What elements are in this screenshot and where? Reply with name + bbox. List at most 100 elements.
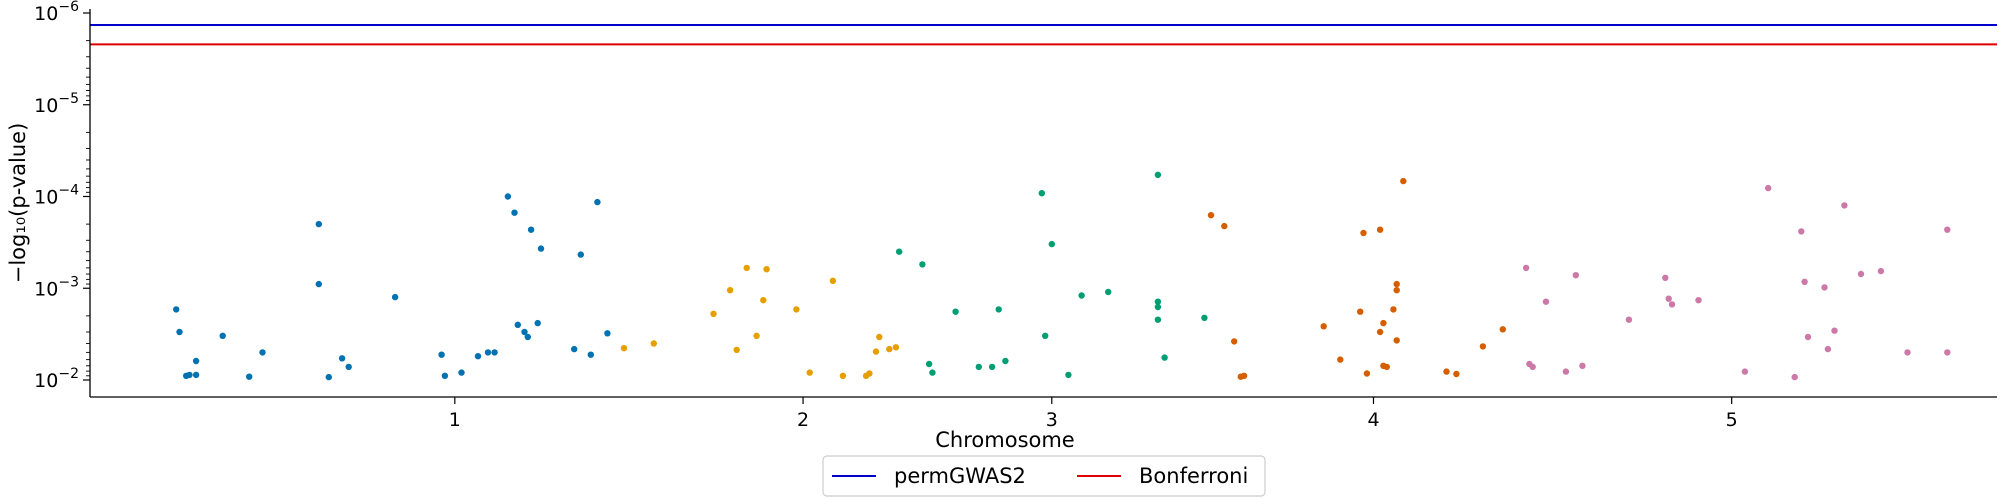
data-point (1765, 184, 1772, 192)
data-point (1662, 274, 1669, 281)
data-point (1048, 240, 1056, 248)
data-point (1154, 303, 1162, 311)
data-point (484, 349, 492, 356)
axes (89, 9, 1997, 398)
data-point (1791, 373, 1798, 381)
data-point (760, 297, 767, 304)
data-point (1376, 328, 1384, 336)
x-tick-label: 3 (1046, 409, 1058, 431)
data-point (650, 340, 657, 347)
data-point (1877, 267, 1885, 275)
data-point (753, 332, 760, 339)
data-point (1529, 363, 1536, 371)
data-point (571, 345, 578, 353)
data-point (338, 355, 346, 362)
data-point (1383, 363, 1391, 371)
data-point (192, 371, 200, 379)
data-point (1798, 228, 1805, 235)
data-point (441, 372, 449, 379)
data-point (1042, 332, 1049, 339)
data-point (1665, 295, 1672, 302)
data-point (1572, 272, 1580, 279)
data-point (1002, 357, 1009, 365)
data-point (1380, 319, 1387, 327)
data-point (763, 266, 770, 273)
data-point (995, 306, 1002, 313)
data-point (514, 321, 521, 328)
threshold-lines (90, 23, 1997, 46)
data-point (988, 363, 996, 371)
data-point (1443, 368, 1450, 375)
data-point (173, 306, 180, 313)
y-tick-label: 10−6 (34, 0, 79, 25)
data-point (1154, 171, 1162, 178)
data-point (872, 348, 880, 355)
data-point (1154, 316, 1162, 323)
data-point (1857, 270, 1865, 278)
data-point (315, 220, 322, 228)
data-point (925, 360, 933, 368)
data-point (866, 370, 873, 377)
data-point (1579, 362, 1586, 369)
legend: permGWAS2 Bonferroni (822, 455, 1266, 497)
data-point (1453, 370, 1460, 378)
data-point (1201, 314, 1208, 321)
data-point (504, 193, 512, 200)
data-point (1376, 226, 1384, 233)
x-tick-label: 4 (1367, 409, 1379, 431)
data-point (458, 369, 465, 376)
data-point (1695, 297, 1702, 304)
data-points (173, 171, 1951, 381)
data-point (1363, 370, 1371, 377)
data-point (524, 333, 531, 341)
legend-frame (822, 455, 1266, 497)
data-point (534, 319, 541, 327)
data-point (1944, 349, 1951, 356)
y-tick-label: 10−2 (34, 366, 79, 392)
data-point (806, 369, 813, 376)
y-tick-label: 10−3 (34, 274, 79, 300)
data-point (975, 363, 982, 371)
y-axis-label-group: −log₁₀(p-value) (6, 123, 30, 284)
data-point (521, 328, 528, 336)
y-tick-label: 10−5 (34, 91, 79, 117)
data-point (219, 332, 226, 339)
data-point (952, 308, 959, 315)
y-tick-label: 10−4 (34, 183, 79, 209)
data-point (1231, 338, 1238, 345)
data-point (1400, 177, 1407, 185)
data-point (793, 306, 800, 313)
data-point (438, 351, 445, 358)
data-point (511, 209, 518, 216)
x-tick-label: 2 (797, 409, 809, 431)
data-point (325, 373, 332, 381)
data-point (1562, 368, 1570, 375)
data-point (1161, 354, 1168, 361)
data-point (1821, 284, 1828, 291)
data-point (1831, 327, 1838, 334)
data-point (1625, 316, 1633, 323)
data-point (886, 345, 893, 353)
data-point (1221, 222, 1228, 230)
data-point (246, 373, 253, 380)
data-point (876, 333, 883, 341)
data-point (1804, 333, 1812, 341)
data-point (1337, 356, 1344, 363)
x-axis-label: Chromosome (935, 428, 1074, 452)
data-point (1390, 306, 1397, 313)
data-point (491, 349, 498, 356)
data-point (1944, 226, 1951, 233)
data-point (1668, 301, 1676, 308)
data-point (839, 372, 847, 379)
data-point (259, 349, 266, 356)
x-tick-label: 5 (1726, 409, 1738, 431)
data-point (474, 353, 482, 360)
data-point (587, 351, 594, 358)
data-point (726, 287, 734, 294)
data-point (315, 280, 322, 288)
data-point (829, 277, 837, 284)
data-point (919, 261, 926, 268)
data-point (1065, 371, 1072, 379)
data-point (345, 363, 352, 371)
data-point (577, 251, 584, 258)
